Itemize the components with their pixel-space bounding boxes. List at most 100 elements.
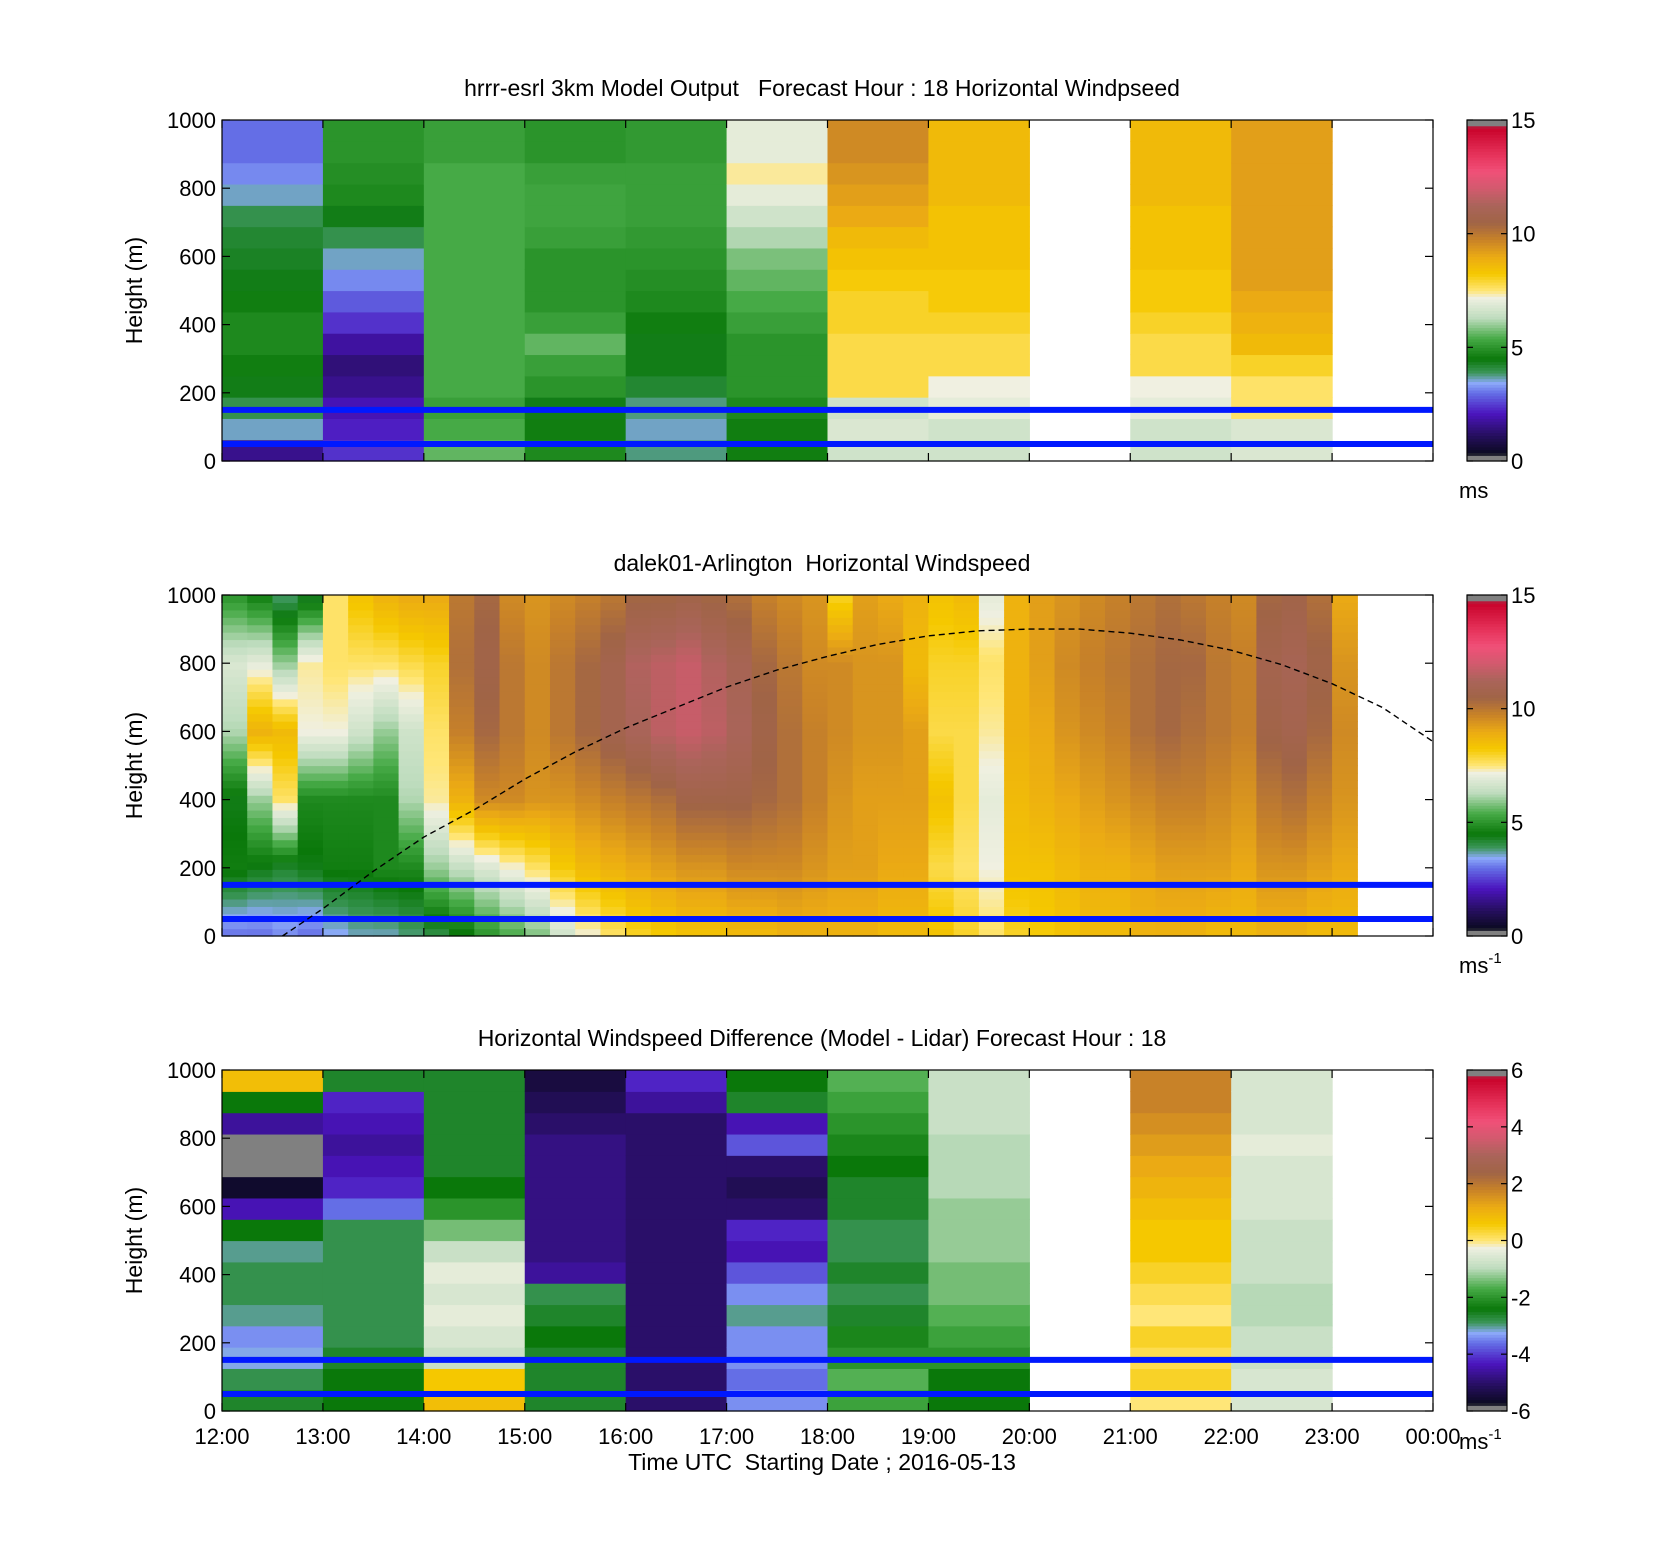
heatmap-cell: [978, 750, 1005, 759]
heatmap-cell: [978, 795, 1005, 804]
heatmap-cell: [903, 847, 930, 856]
heatmap-cell: [222, 639, 248, 648]
heatmap-cell: [928, 141, 1030, 164]
heatmap-cell: [1105, 750, 1131, 759]
colorbar-segment: [1467, 185, 1507, 189]
heatmap-cell: [575, 817, 602, 826]
heatmap-cell: [600, 706, 627, 715]
colorbar-segment: [1467, 335, 1507, 340]
heatmap-cell: [499, 861, 526, 870]
heatmap-cell: [1231, 683, 1257, 692]
colorbar-segment: [1467, 839, 1507, 843]
heatmap-cell: [726, 772, 753, 781]
heatmap-cell: [978, 780, 1005, 789]
heatmap-cell: [1306, 602, 1333, 611]
heatmap-cell: [222, 676, 248, 685]
heatmap-cell: [272, 772, 299, 781]
heatmap-cell: [322, 765, 349, 774]
heatmap-cell: [423, 639, 450, 648]
heatmap-cell: [903, 921, 930, 930]
heatmap-cell: [1281, 847, 1308, 856]
heatmap-cell: [877, 795, 904, 804]
heatmap-cell: [1130, 676, 1157, 685]
heatmap-cell: [751, 817, 778, 826]
heatmap-cell: [348, 735, 374, 744]
heatmap-cell: [449, 809, 475, 818]
heatmap-cell: [1180, 772, 1207, 781]
heatmap-cell: [600, 765, 627, 774]
colorbar-segment: [1467, 930, 1507, 934]
colorbar-segment: [1467, 1249, 1507, 1253]
heatmap-cell: [827, 795, 854, 804]
heatmap-cell: [222, 646, 248, 655]
heatmap-cell: [1029, 669, 1056, 678]
heatmap-cell: [1105, 832, 1131, 841]
heatmap-cell: [1029, 817, 1056, 826]
heatmap-cell: [373, 646, 400, 655]
heatmap-cell: [802, 898, 829, 907]
heatmap-cell: [398, 735, 425, 744]
heatmap-cell: [474, 713, 501, 722]
heatmap-cell: [1231, 624, 1257, 633]
heatmap-cell: [701, 639, 728, 648]
y-tick-label: 600: [179, 1194, 216, 1219]
heatmap-cell: [978, 921, 1005, 930]
heatmap-cell: [423, 898, 450, 907]
heatmap-cell: [549, 861, 576, 870]
heatmap-cell: [348, 706, 374, 715]
heatmap-cell: [398, 802, 425, 811]
heatmap-cell: [348, 824, 374, 833]
heatmap-cell: [827, 1176, 930, 1199]
colorbar-segment: [1467, 304, 1507, 309]
heatmap-cell: [575, 713, 602, 722]
colorbar-segment: [1467, 614, 1507, 619]
heatmap-cell: [1130, 183, 1232, 206]
heatmap-cell: [423, 839, 450, 848]
heatmap-cell: [398, 884, 425, 893]
colorbar-segment: [1467, 685, 1507, 690]
colorbar-segment: [1467, 1135, 1507, 1139]
heatmap-cell: [1256, 654, 1283, 663]
x-tick-label: 13:00: [295, 1424, 350, 1449]
heatmap-cell: [398, 609, 425, 618]
heatmap-cell: [600, 928, 627, 937]
heatmap-cell: [903, 854, 930, 863]
heatmap-cell: [373, 928, 400, 937]
heatmap-cell: [1332, 728, 1358, 737]
heatmap-cell: [827, 669, 854, 678]
heatmap-cell: [222, 1240, 324, 1263]
heatmap-cell: [524, 765, 551, 774]
heatmap-cell: [827, 698, 854, 707]
heatmap-cell: [398, 765, 425, 774]
heatmap-cell: [297, 891, 324, 900]
heatmap-cell: [625, 861, 652, 870]
heatmap-cell: [474, 683, 501, 692]
heatmap-cell: [1180, 780, 1207, 789]
heatmap-cell: [1054, 876, 1081, 885]
heatmap-cell: [726, 832, 753, 841]
heatmap-cell: [222, 735, 248, 744]
heatmap-cell: [524, 602, 551, 611]
heatmap-cell: [322, 646, 349, 655]
heatmap-cell: [625, 758, 652, 767]
heatmap-cell: [1231, 861, 1257, 870]
heatmap-cell: [272, 669, 299, 678]
heatmap-cell: [953, 617, 980, 626]
heatmap-cell: [1079, 795, 1106, 804]
heatmap-cell: [1281, 809, 1308, 818]
heatmap-cell: [398, 839, 425, 848]
heatmap-cell: [928, 921, 955, 930]
colorbar-segment: [1467, 1200, 1507, 1205]
heatmap-cell: [726, 876, 753, 885]
heatmap-cell: [398, 795, 425, 804]
heatmap-cell: [474, 595, 501, 604]
y-axis-label: Height (m): [121, 237, 147, 344]
heatmap-cell: [1155, 891, 1182, 900]
heatmap-cell: [423, 375, 526, 398]
heatmap-cell: [953, 802, 980, 811]
heatmap-cell: [650, 921, 677, 930]
heatmap-cell: [297, 861, 324, 870]
heatmap-cell: [474, 898, 501, 907]
heatmap-cell: [827, 183, 930, 206]
heatmap-cell: [650, 624, 677, 633]
